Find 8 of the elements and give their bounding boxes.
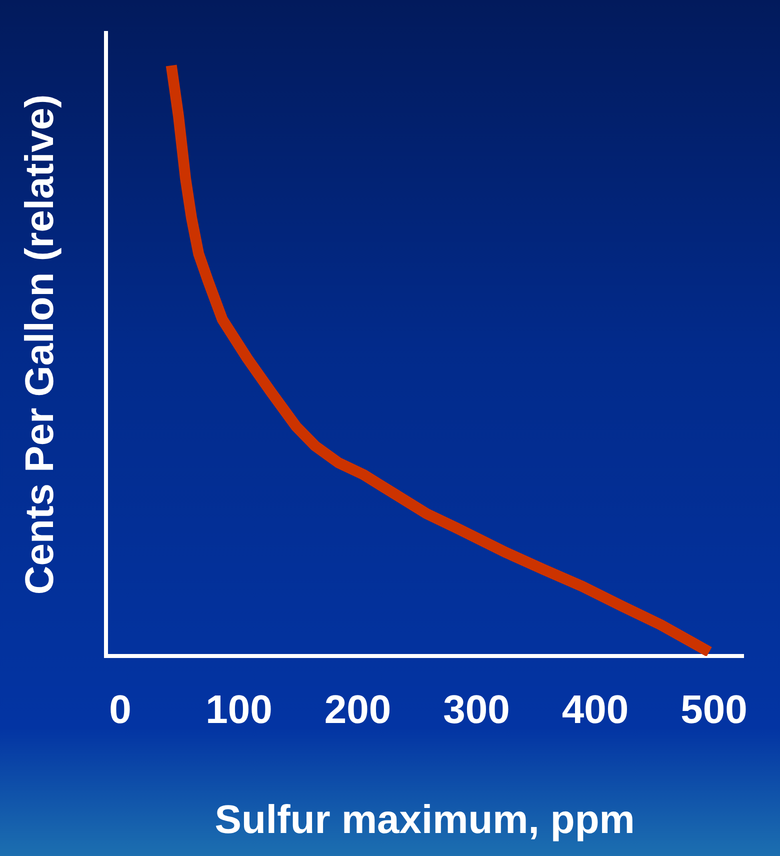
- y-axis-title: Cents Per Gallon (relative): [18, 94, 62, 595]
- x-tick-label: 0: [109, 688, 132, 732]
- x-tick-label: 400: [562, 688, 629, 732]
- x-tick-label: 500: [680, 688, 748, 732]
- x-axis-title: Sulfur maximum, ppm: [214, 798, 635, 842]
- x-tick-label: 200: [324, 688, 392, 732]
- x-tick-label: 100: [206, 688, 272, 732]
- x-tick-label: 300: [443, 688, 510, 732]
